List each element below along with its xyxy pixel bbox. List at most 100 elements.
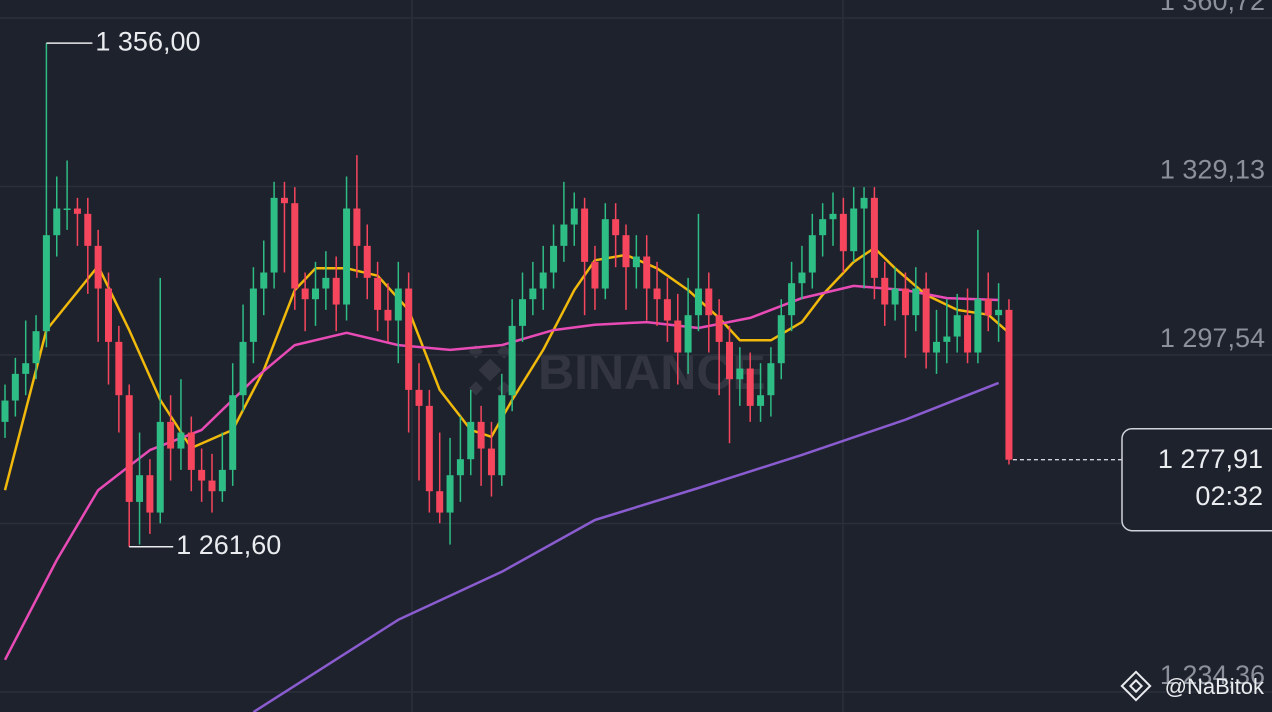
candle-body	[322, 277, 330, 289]
candle-body	[798, 272, 806, 284]
candle-body	[539, 272, 547, 289]
candle-body	[384, 309, 392, 321]
candle-body	[684, 315, 692, 353]
high-annotation: 1 356,00	[95, 26, 200, 56]
y-tick-label: 1 297,54	[1160, 323, 1265, 353]
candle-body	[32, 331, 40, 364]
candle-body	[953, 315, 961, 337]
candle-body	[332, 277, 340, 305]
candle-body	[984, 299, 992, 316]
candle-body	[746, 368, 754, 406]
candle-body	[788, 283, 796, 316]
candle-body	[726, 341, 733, 380]
candle-body	[125, 395, 133, 502]
candle-body	[156, 421, 164, 513]
candle-body	[11, 373, 19, 401]
candle-body	[653, 288, 661, 300]
candle-body	[777, 315, 785, 364]
candle-body	[136, 475, 144, 502]
candle-body	[860, 197, 868, 209]
candle-body	[218, 469, 226, 492]
candle-body	[425, 405, 433, 492]
candle-body	[456, 459, 464, 476]
candle-body	[933, 341, 940, 353]
candle-body	[570, 208, 578, 225]
credit-text: @NaBitok	[1165, 674, 1265, 699]
candle-body	[498, 395, 506, 476]
candle-body	[115, 341, 123, 396]
candle-body	[581, 208, 589, 262]
candle-body	[177, 432, 185, 449]
candle-body	[405, 288, 413, 390]
candle-body	[870, 197, 878, 278]
candle-body	[270, 197, 278, 273]
candle-body	[663, 299, 671, 321]
candle-body	[343, 208, 351, 305]
candle-body	[891, 288, 899, 305]
candle-body	[550, 245, 558, 273]
candle-body	[436, 491, 444, 513]
last-price-label: 1 277,91	[1158, 444, 1263, 474]
y-tick-label: 1 360,72	[1160, 0, 1265, 16]
candle-body	[84, 213, 92, 246]
candle-body	[694, 288, 702, 316]
candle-body	[767, 363, 775, 396]
candle-body	[943, 336, 951, 342]
candle-body	[353, 208, 361, 246]
candle-body	[487, 448, 495, 476]
credit-logo	[1120, 670, 1152, 702]
candle-body	[819, 219, 827, 236]
candle-body	[632, 256, 640, 268]
credit: @NaBitok	[1120, 670, 1265, 702]
candle-body	[808, 235, 816, 273]
candle-body	[995, 309, 1003, 316]
candle-body	[94, 245, 102, 289]
candle-body	[477, 421, 485, 449]
candle-body	[239, 341, 247, 396]
candle-body	[53, 208, 61, 236]
candle-body	[105, 288, 112, 342]
candle-body	[674, 320, 682, 353]
candle-body	[529, 288, 537, 300]
candle-body	[415, 389, 423, 406]
candle-body	[901, 288, 909, 316]
candle-body	[198, 469, 206, 481]
candle-body	[850, 208, 858, 252]
candle-body	[467, 421, 475, 460]
candle-body	[757, 395, 765, 406]
candle-body	[736, 368, 744, 380]
candle-body	[1, 400, 9, 422]
candle-body	[229, 395, 237, 470]
candle-body	[560, 224, 568, 246]
y-tick-label: 1 329,13	[1160, 155, 1265, 185]
candle-body	[839, 213, 847, 252]
candle-body	[301, 288, 309, 300]
overlay: 1 356,00 1 261,60 1 277,91 02:32	[46, 26, 1272, 560]
candle-body	[312, 288, 319, 300]
candle-body	[280, 197, 288, 204]
candle-body	[146, 475, 154, 513]
candle-body	[1005, 309, 1013, 460]
candle-body	[912, 288, 920, 316]
candle-body	[715, 315, 723, 342]
candle-body	[208, 480, 216, 492]
candle-body	[63, 208, 71, 211]
candle-body	[591, 261, 599, 289]
candles	[1, 43, 1013, 547]
candle-body	[881, 277, 889, 305]
candle-body	[705, 288, 713, 316]
candle-body	[291, 203, 299, 289]
candle-body	[446, 475, 454, 513]
candle-body	[829, 213, 837, 220]
last-price-box	[1121, 427, 1272, 532]
candle-body	[974, 299, 982, 353]
candle-body	[643, 256, 651, 289]
ma-line	[252, 381, 1000, 712]
candle-body	[601, 219, 609, 289]
ma-line	[3, 246, 1010, 491]
y-tick-label: 1 234,36	[1160, 660, 1265, 690]
candle-body	[363, 245, 371, 278]
candle-body	[519, 299, 526, 326]
